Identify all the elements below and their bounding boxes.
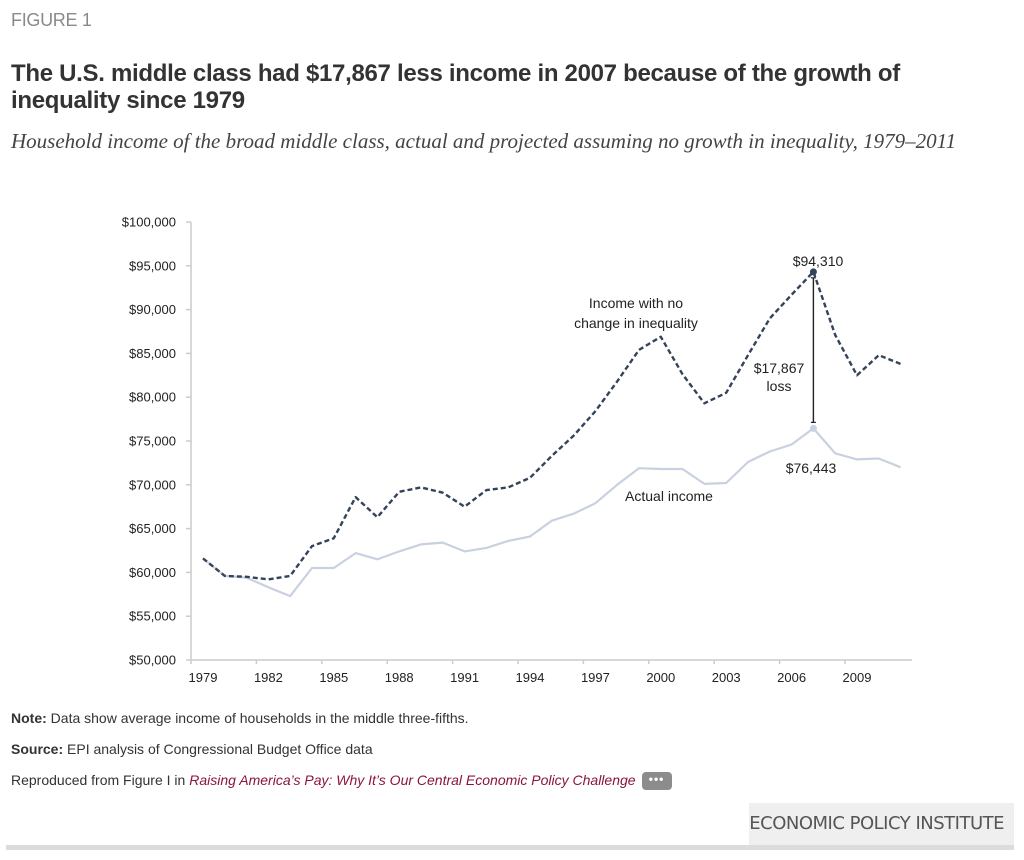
annotation-layer: Income with no change in inequality Actu… bbox=[574, 253, 843, 504]
y-tick-label: $65,000 bbox=[129, 521, 176, 536]
figure-label: FIGURE 1 bbox=[11, 10, 92, 30]
brand-badge: ECONOMIC POLICY INSTITUTE bbox=[749, 803, 1014, 845]
y-tick-label: $95,000 bbox=[129, 258, 176, 273]
x-tick-label: 2003 bbox=[712, 670, 741, 685]
note-label: Note: bbox=[11, 710, 47, 726]
x-tick-label: 1991 bbox=[450, 670, 479, 685]
peak-value-label: $94,310 bbox=[793, 253, 844, 269]
dashed-series-label-line1: Income with no bbox=[589, 295, 683, 311]
reproduced-prefix: Reproduced from Figure I in bbox=[11, 772, 190, 788]
note-line: Note: Data show average income of househ… bbox=[11, 710, 469, 726]
bottom-divider bbox=[6, 845, 1014, 850]
brand-name: ECONOMIC POLICY INSTITUTE bbox=[749, 813, 1004, 834]
y-tick-label: $70,000 bbox=[129, 477, 176, 492]
gap-label-line1: $17,867 bbox=[754, 360, 805, 376]
x-tick-label: 1979 bbox=[189, 670, 218, 685]
actual-peak-value-label: $76,443 bbox=[786, 460, 837, 476]
more-options-button[interactable]: ••• bbox=[641, 772, 672, 791]
chart-title: The U.S. middle class had $17,867 less i… bbox=[11, 60, 900, 114]
peak-marker-no-change bbox=[809, 268, 817, 276]
x-tick-label: 1982 bbox=[254, 670, 283, 685]
series-line-no-inequality-change bbox=[202, 270, 902, 581]
dashed-series-label-line2: change in inequality bbox=[574, 315, 698, 331]
y-tick-label: $50,000 bbox=[129, 653, 176, 668]
y-tick-label: $80,000 bbox=[129, 390, 176, 405]
report-link[interactable]: Raising America’s Pay: Why It’s Our Cent… bbox=[189, 772, 636, 788]
x-tick-label: 1997 bbox=[581, 670, 610, 685]
source-line: Source: EPI analysis of Congressional Bu… bbox=[11, 741, 373, 757]
y-tick-label: $60,000 bbox=[129, 565, 176, 580]
chart-subtitle: Household income of the broad middle cla… bbox=[11, 129, 957, 153]
y-tick-label: $55,000 bbox=[129, 609, 176, 624]
x-axis: 1979 1982 1985 1988 1991 1994 1997 2000 2003 2006… bbox=[189, 659, 912, 685]
line-chart: $50,000 $55,000 $60,000 $65,000 $70,000 $75,0… bbox=[122, 215, 912, 685]
x-tick-label: 2009 bbox=[843, 670, 872, 685]
y-tick-label: $75,000 bbox=[129, 434, 176, 449]
x-tick-label: 1985 bbox=[319, 670, 348, 685]
actual-series-label: Actual income bbox=[625, 488, 713, 504]
y-tick-label: $100,000 bbox=[122, 215, 176, 230]
x-tick-label: 2006 bbox=[777, 670, 806, 685]
series-line-actual-income bbox=[202, 427, 902, 598]
x-tick-label: 1988 bbox=[385, 670, 414, 685]
y-tick-label: $90,000 bbox=[129, 302, 176, 317]
y-tick-label: $85,000 bbox=[129, 346, 176, 361]
source-label: Source: bbox=[11, 741, 64, 757]
y-axis: $50,000 $55,000 $60,000 $65,000 $70,000 $75,0… bbox=[122, 215, 192, 668]
x-tick-label: 2000 bbox=[646, 670, 675, 685]
source-text: EPI analysis of Congressional Budget Off… bbox=[63, 741, 373, 757]
reproduced-line: Reproduced from Figure I in Raising Amer… bbox=[11, 772, 672, 791]
peak-marker-actual bbox=[809, 424, 817, 432]
note-text: Data show average income of households i… bbox=[46, 710, 469, 726]
series-layer bbox=[202, 268, 902, 598]
gap-label-line2: loss bbox=[767, 378, 792, 394]
x-tick-label: 1994 bbox=[516, 670, 545, 685]
